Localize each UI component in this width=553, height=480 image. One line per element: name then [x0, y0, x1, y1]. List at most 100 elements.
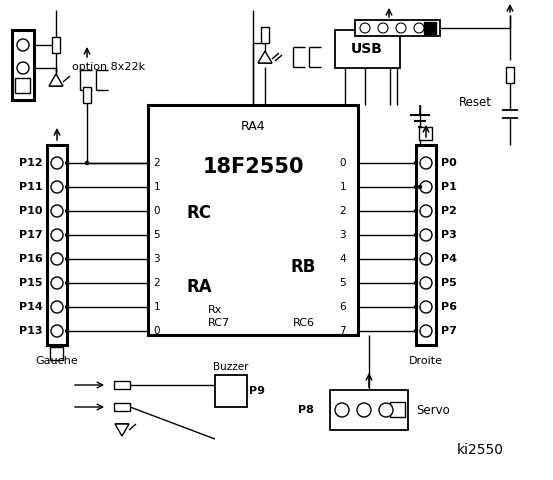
Circle shape [415, 209, 418, 213]
Bar [12, 30, 34, 100]
Text: RA: RA [186, 278, 212, 296]
Text: P0: P0 [441, 158, 457, 168]
Text: ki2550: ki2550 [456, 443, 503, 457]
Text: RC6: RC6 [293, 318, 315, 328]
Bar [215, 375, 247, 407]
Bar [114, 403, 130, 411]
Text: P8: P8 [298, 405, 314, 415]
Text: P9: P9 [249, 386, 265, 396]
Text: P6: P6 [441, 302, 457, 312]
Circle shape [420, 325, 432, 337]
Bar [52, 37, 60, 53]
Circle shape [420, 181, 432, 193]
Bar [416, 145, 436, 345]
Text: Droite: Droite [409, 356, 443, 366]
Text: 18F2550: 18F2550 [202, 157, 304, 177]
Circle shape [415, 161, 418, 165]
Text: Buzzer: Buzzer [213, 362, 249, 372]
Circle shape [420, 253, 432, 265]
Polygon shape [49, 74, 63, 86]
Circle shape [65, 185, 69, 189]
Text: P10: P10 [19, 206, 43, 216]
Text: RA4: RA4 [241, 120, 265, 133]
Circle shape [335, 403, 349, 417]
Text: 1: 1 [153, 182, 160, 192]
Bar [419, 127, 432, 140]
Bar [114, 381, 130, 389]
Circle shape [420, 205, 432, 217]
Circle shape [65, 209, 69, 213]
Polygon shape [258, 51, 272, 63]
Text: 3: 3 [153, 254, 160, 264]
Circle shape [51, 277, 63, 289]
Circle shape [65, 161, 69, 165]
Text: 2: 2 [153, 158, 160, 168]
Polygon shape [115, 424, 129, 436]
Circle shape [415, 329, 418, 333]
Text: option 8x22k: option 8x22k [72, 62, 145, 72]
Circle shape [414, 23, 424, 33]
Bar [335, 30, 400, 68]
Circle shape [379, 403, 393, 417]
Text: 6: 6 [340, 302, 346, 312]
Bar [148, 105, 358, 335]
Text: 7: 7 [340, 326, 346, 336]
Circle shape [17, 39, 29, 51]
Text: Gauche: Gauche [35, 356, 79, 366]
Circle shape [420, 277, 432, 289]
Circle shape [65, 233, 69, 237]
Circle shape [360, 23, 370, 33]
Bar [355, 20, 440, 36]
Bar [424, 22, 436, 34]
Circle shape [420, 157, 432, 169]
Text: P13: P13 [19, 326, 43, 336]
Text: 4: 4 [340, 254, 346, 264]
Bar [50, 347, 63, 360]
Text: P16: P16 [19, 254, 43, 264]
Text: Rx: Rx [208, 305, 222, 315]
Text: P11: P11 [19, 182, 43, 192]
Text: USB: USB [351, 42, 383, 56]
Text: P5: P5 [441, 278, 457, 288]
Text: 1: 1 [153, 302, 160, 312]
Text: P14: P14 [19, 302, 43, 312]
Circle shape [51, 181, 63, 193]
Text: 2: 2 [340, 206, 346, 216]
Circle shape [420, 229, 432, 241]
Circle shape [420, 301, 432, 313]
Bar [47, 145, 67, 345]
Text: P3: P3 [441, 230, 457, 240]
Bar [506, 67, 514, 83]
Text: P12: P12 [19, 158, 43, 168]
Text: 2: 2 [153, 278, 160, 288]
Circle shape [51, 205, 63, 217]
Bar [330, 390, 408, 430]
Text: 0: 0 [154, 206, 160, 216]
Text: Reset: Reset [459, 96, 492, 108]
Bar [261, 27, 269, 43]
Circle shape [51, 157, 63, 169]
Circle shape [415, 185, 418, 189]
Text: P4: P4 [441, 254, 457, 264]
Circle shape [86, 161, 88, 165]
Circle shape [65, 305, 69, 309]
Circle shape [415, 257, 418, 261]
Circle shape [65, 257, 69, 261]
Text: 0: 0 [154, 326, 160, 336]
Text: 3: 3 [340, 230, 346, 240]
Circle shape [17, 62, 29, 74]
Text: 0: 0 [340, 158, 346, 168]
Text: P1: P1 [441, 182, 457, 192]
Bar [390, 402, 405, 417]
Circle shape [415, 305, 418, 309]
Circle shape [415, 233, 418, 237]
Circle shape [65, 281, 69, 285]
Circle shape [51, 301, 63, 313]
Text: P17: P17 [19, 230, 43, 240]
Circle shape [378, 23, 388, 33]
Text: RB: RB [291, 258, 316, 276]
Circle shape [51, 229, 63, 241]
Text: P2: P2 [441, 206, 457, 216]
Circle shape [51, 253, 63, 265]
Circle shape [415, 281, 418, 285]
